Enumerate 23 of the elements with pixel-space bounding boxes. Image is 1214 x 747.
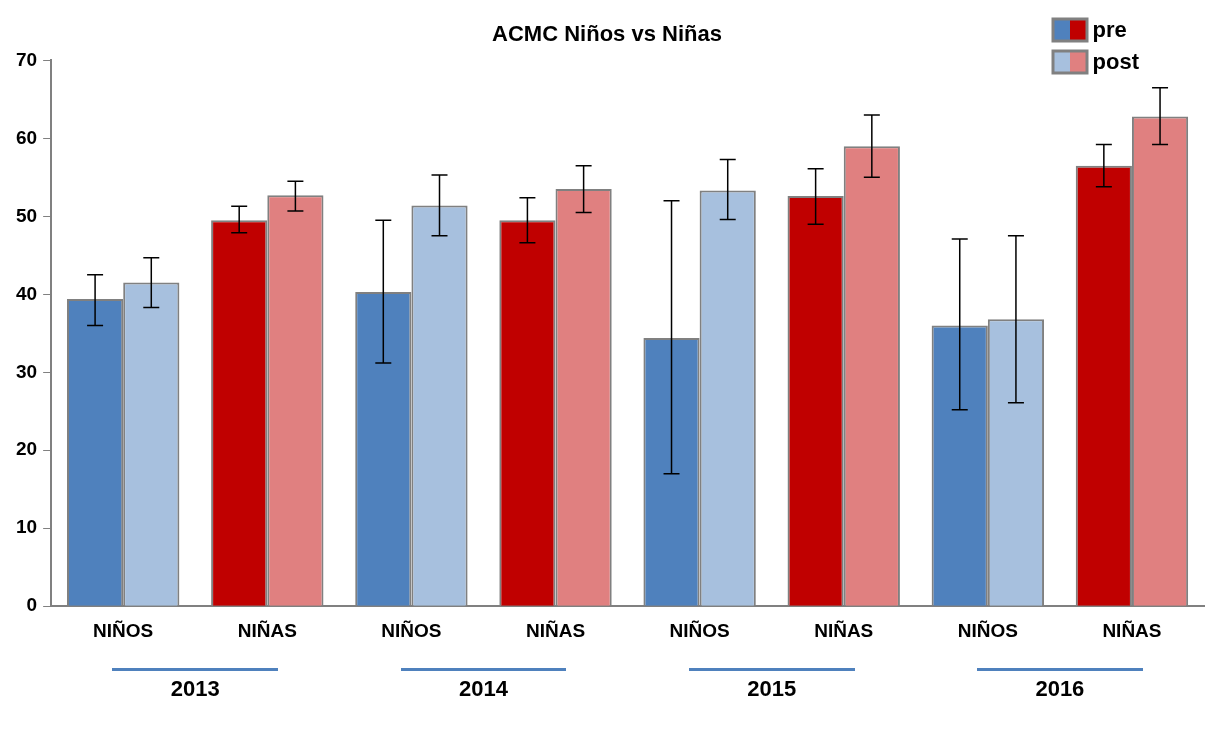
x-tick-label: NIÑAS [237, 619, 297, 641]
y-tick-label: 0 [26, 594, 38, 616]
y-tick-label: 10 [15, 516, 38, 538]
text: 2016 [1035, 676, 1085, 703]
x-tick-label: NIÑOS [957, 619, 1018, 641]
x-tick-label: NIÑAS [1102, 619, 1162, 641]
text: 2014 [458, 676, 508, 703]
x-tick-label: NIÑAS [525, 619, 586, 641]
x-tick-label: NIÑOS [381, 619, 442, 641]
x-tick-label: NIÑOS [669, 619, 730, 641]
y-tick-label: 40 [15, 282, 38, 304]
y-tick-label: 20 [15, 438, 38, 460]
x-tick-label: NIÑAS [814, 619, 874, 641]
text: 2015 [747, 676, 797, 703]
chart-title: ACMC Niños vs Niñas [492, 21, 722, 47]
y-tick-label: 50 [15, 204, 38, 226]
legend-label: pre [1092, 17, 1127, 43]
text: 2013 [170, 676, 220, 703]
y-tick-label: 30 [15, 360, 38, 382]
x-tick-label: NIÑOS [93, 619, 154, 641]
y-tick-label: 60 [15, 126, 38, 148]
y-tick-label: 70 [15, 48, 38, 70]
legend-label: post [1092, 49, 1139, 75]
